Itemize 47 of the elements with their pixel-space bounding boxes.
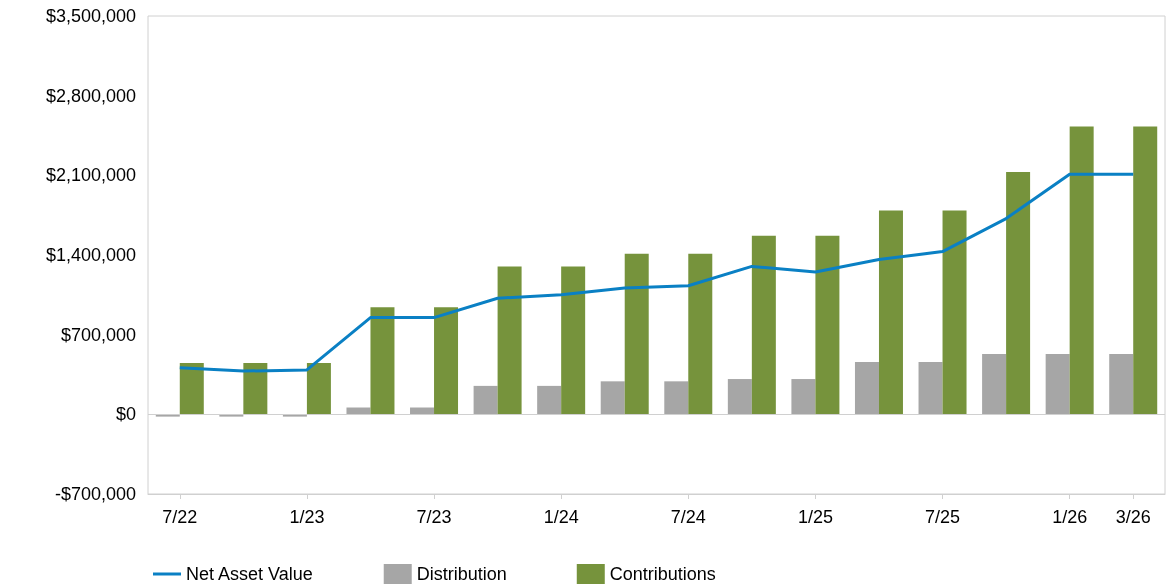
x-tick-label: 7/23 [416,507,452,527]
legend-label: Distribution [416,564,507,584]
bar [791,379,816,415]
bar [854,361,879,415]
x-tick-label: 1/24 [543,507,579,527]
bar [243,363,268,415]
bar [561,266,586,415]
bar [179,363,204,415]
legend-label: Contributions [609,564,716,584]
bar [537,385,562,415]
bar [815,235,840,415]
x-tick-label: 7/24 [670,507,706,527]
bar [1133,126,1158,415]
bar [473,385,498,415]
bar [942,210,967,415]
bar [370,307,395,415]
bar [727,379,752,415]
y-tick-label: -$700,000 [54,484,136,504]
bar [982,354,1007,415]
y-tick-label: $0 [115,404,136,425]
bar [688,253,713,415]
bar [664,381,689,415]
bar [751,235,776,415]
x-tick-label: 1/25 [797,507,833,527]
x-tick-label: 3/26 [1115,507,1151,527]
bar [434,307,459,415]
bar [878,210,903,415]
bar [1006,171,1031,415]
bar [1045,354,1070,415]
y-tick-label: $2,100,000 [45,165,136,186]
y-tick-label: $2,800,000 [45,85,136,106]
y-tick-label: $1,400,000 [45,245,136,265]
bar [1069,126,1094,415]
x-tick-label: 7/25 [925,507,961,527]
bar [306,363,331,415]
line-series [178,172,1135,373]
y-tick-label: $700,000 [60,324,136,345]
legend-label: Net Asset Value [186,564,313,584]
bar [1109,354,1134,415]
bar [624,253,649,415]
bar [600,381,625,415]
x-tick-label: 1/26 [1052,507,1088,527]
y-tick-label: $3,500,000 [45,6,136,26]
x-tick-label: 7/22 [162,507,198,527]
bar [918,361,943,415]
bar [497,266,522,415]
x-tick-label: 1/23 [289,507,325,527]
